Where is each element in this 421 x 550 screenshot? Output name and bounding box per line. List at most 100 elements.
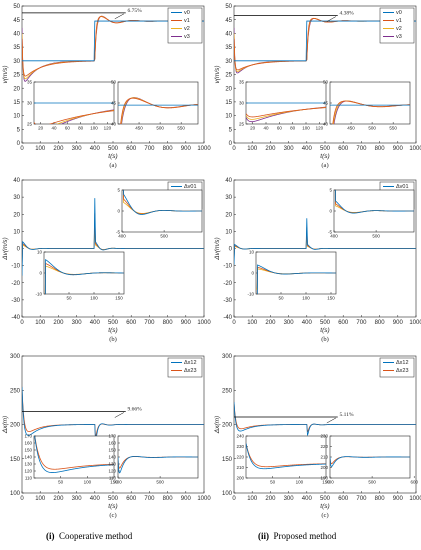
v-right-legend-label: v1 xyxy=(396,18,402,24)
dx-left-ytick-label: 200 xyxy=(10,423,21,429)
v-right-ytick-label: 0 xyxy=(229,141,233,147)
dv-left-panel: 0 100 200 300 400 500 600 700 800 900 1000-40-30-2… xyxy=(2,178,211,343)
v-right-inset-1-ytick-label: 45 xyxy=(323,101,329,106)
dx-left-annotation-label: 9.66% xyxy=(128,406,143,412)
dx-left-xtick-label: 100 xyxy=(35,496,46,502)
v-left-inset-1-xtick-label: 500 xyxy=(156,126,164,131)
dv-right-inset-1: 50 100 150 -10 0 10 xyxy=(247,250,337,301)
v-left-inset-0-series-v1 xyxy=(34,110,114,124)
dv-left-ytick-label: 40 xyxy=(13,178,20,184)
v-left-inset-0-ytick-label: 35 xyxy=(27,80,33,85)
dx-left-series-group xyxy=(22,386,204,443)
dv-right-inset-0-xtick-label: 500 xyxy=(372,234,380,239)
dx-left-legend-label: Δx12 xyxy=(184,360,197,366)
v-right-inset-0-xtick-label: 120 xyxy=(316,126,324,131)
dv-right-inset-1-ytick-label: 10 xyxy=(249,250,255,255)
dx-left-inset-1-xtick-label: 400 xyxy=(114,480,122,485)
dx-left-ytick-label: 100 xyxy=(10,491,21,497)
dv-right-xtick-label: 0 xyxy=(232,320,236,326)
caption-right: (ii) Proposed method xyxy=(258,531,336,541)
v-left-inset-0: 20 40 60 80 100 120 25 30 35 xyxy=(27,80,115,131)
v-right-legend-label: v2 xyxy=(396,26,402,32)
dv-right-xtick-label: 800 xyxy=(375,320,386,326)
dv-right-series-group xyxy=(234,218,416,265)
v-left-ytick-label: 10 xyxy=(13,114,20,120)
dv-left-xtick-label: 0 xyxy=(20,320,24,326)
caption-right-text: Proposed method xyxy=(273,531,337,541)
dv-left-ytick-label: 0 xyxy=(17,247,21,253)
dv-left-xtick-label: 700 xyxy=(144,320,155,326)
v-left-inset-1-xtick-label: 550 xyxy=(177,126,185,131)
v-left-inset-1-axes-box xyxy=(117,81,199,125)
dx-right-inset-0-ytick-label: 210 xyxy=(236,465,244,470)
dx-left-inset-1-ytick-label: 160 xyxy=(108,441,116,446)
v-left-ytick-label: 5 xyxy=(17,127,21,133)
v-left-legend-box xyxy=(167,7,203,44)
dx-right-ylabel: Δx(m) xyxy=(214,416,221,434)
dx-right-inset-0-ytick-label: 230 xyxy=(236,444,244,449)
dv-left-inset-1-ytick-label: -10 xyxy=(35,292,42,297)
dv-left-inset-0-series xyxy=(123,190,202,215)
dv-right-xtick-label: 1000 xyxy=(409,320,421,326)
dv-left-ylabel: Δv(m/s) xyxy=(2,237,9,260)
v-right-xtick-label: 500 xyxy=(320,146,331,152)
dx-right-inset-1-ytick-label: 220 xyxy=(320,444,328,449)
v-right-panel: 0 100 200 300 400 500 600 700 800 900 1000 0 5 10 15 20… xyxy=(214,4,421,169)
dx-right-inset-1: 400 500 600 190 200 210 220 230 xyxy=(320,434,418,485)
dx-right-panel: 0100200300400500600700800900100010015020… xyxy=(214,354,421,519)
dv-right-ytick-label: 0 xyxy=(229,247,233,253)
v-right-inset-1-ytick-label: 40 xyxy=(323,122,329,127)
v-left-inset-0-series xyxy=(34,102,114,124)
caption-left-text: Cooperative method xyxy=(59,531,133,541)
dv-left-inset-1-xtick-label: 50 xyxy=(66,296,72,301)
dv-right-ytick-label: -10 xyxy=(223,264,232,270)
dx-right-inset-1-series-Δx12 xyxy=(330,456,410,467)
v-left-xtick-label: 900 xyxy=(181,146,192,152)
v-right-inset-0-xtick-label: 80 xyxy=(290,126,296,131)
dv-left-xtick-label: 500 xyxy=(108,320,119,326)
v-left-ytick-label: 30 xyxy=(13,59,20,65)
dv-left-ytick-label: 10 xyxy=(13,229,20,235)
dv-right-inset-0-series xyxy=(334,190,414,214)
v-left-xtick-label: 600 xyxy=(126,146,137,152)
dx-right-ytick-label: 250 xyxy=(222,388,233,394)
v-left-legend-label: v3 xyxy=(184,34,190,40)
v-left-inset-0-xtick-label: 80 xyxy=(78,126,84,131)
dx-left-xtick-label: 200 xyxy=(53,496,64,502)
dx-left-xtick-label: 0 xyxy=(20,496,24,502)
dx-right-ytick-label: 200 xyxy=(222,423,233,429)
dx-right-inset-0-ytick-label: 220 xyxy=(236,455,244,460)
dx-left-xtick-label: 900 xyxy=(181,496,192,502)
v-right-annotation-arrow xyxy=(326,16,337,22)
dv-right-ytick-label: 30 xyxy=(225,195,232,201)
v-left-inset-0-xtick-label: 120 xyxy=(104,126,112,131)
dx-right-xtick-label: 200 xyxy=(265,496,276,502)
v-right-inset-0-ytick-label: 30 xyxy=(239,101,245,106)
v-right-inset-1-xtick-label: 500 xyxy=(368,126,376,131)
dx-right-inset-1-ytick-label: 210 xyxy=(320,455,328,460)
dx-right-inset-0-ytick-label: 200 xyxy=(236,476,244,481)
dv-right-inset-1-xtick-label: 150 xyxy=(327,296,335,301)
v-right-xtick-label: 300 xyxy=(284,146,295,152)
dv-right-xtick-label: 300 xyxy=(284,320,295,326)
v-right-xtick-label: 900 xyxy=(393,146,404,152)
v-left-xtick-label: 200 xyxy=(53,146,64,152)
v-right-annotation-label: 4.38% xyxy=(340,11,355,17)
v-left-xtick-label: 800 xyxy=(163,146,174,152)
v-left-ytick-label: 15 xyxy=(13,100,20,106)
v-left-inset-0-xtick-label: 60 xyxy=(65,126,71,131)
dx-right-xtick-label: 100 xyxy=(247,496,258,502)
v-left-ytick-label: 0 xyxy=(17,141,21,147)
dv-right-ytick-label: -30 xyxy=(223,298,232,304)
dv-left-inset-1: 50 100 150 -10 0 10 xyxy=(35,250,125,301)
v-left-ytick-label: 35 xyxy=(13,45,20,51)
dx-left-inset-1-series xyxy=(118,455,198,474)
dx-right-inset-1-ytick-label: 200 xyxy=(320,465,328,470)
v-left-inset-1: 450 500 550 40 45 50 xyxy=(111,80,199,131)
dv-left-xtick-label: 600 xyxy=(126,320,137,326)
dx-left-inset-0-ytick-label: 170 xyxy=(24,434,32,439)
dv-right-inset-0-series-Δv01 xyxy=(335,190,414,214)
dv-right-xtick-label: 400 xyxy=(302,320,313,326)
dx-left-inset-1-ytick-label: 110 xyxy=(109,476,117,481)
v-left-inset-1-series-v1 xyxy=(120,97,198,124)
